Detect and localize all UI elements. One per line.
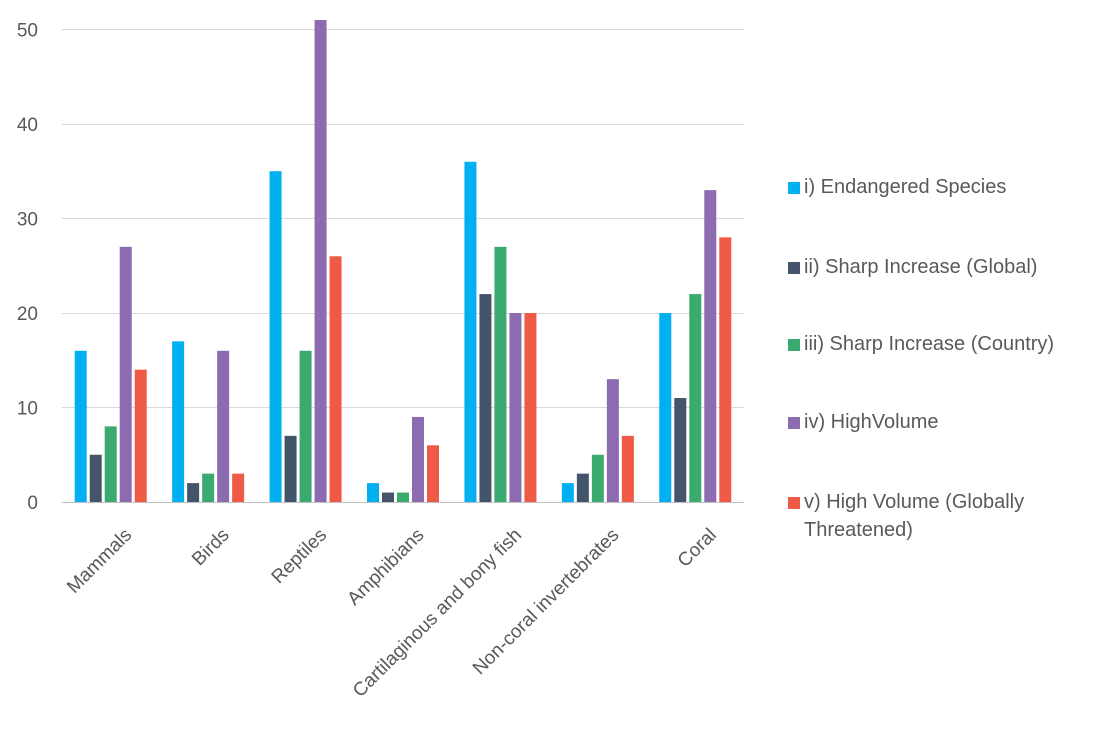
legend-label: ii) Sharp Increase (Global) [804,256,1038,278]
bar [329,256,342,502]
legend-item-high-volume-globally-threatened: v) High Volume (Globally Threatened) [784,488,1104,544]
bar [591,454,604,502]
bar [299,350,312,502]
bar [704,190,717,502]
legend-label: i) Endangered Species [804,176,1007,198]
legend-label: iv) HighVolume [804,411,939,433]
y-tick-label: 0 [27,493,38,514]
bar [659,312,672,502]
bar [524,312,537,502]
legend-item-endangered-species: i) Endangered Species [784,173,1104,201]
bar [621,435,634,502]
x-category-label: Amphibians [343,525,428,610]
bar [509,312,522,502]
bar [464,161,477,502]
legend-swatch [788,417,800,429]
bar [689,294,702,502]
y-tick-label: 20 [17,304,38,325]
bar [479,294,492,502]
y-tick-label: 50 [17,20,38,41]
bar [89,454,102,502]
bar [104,426,117,502]
y-tick-label: 10 [17,398,38,419]
gridlines [62,29,744,503]
x-axis-labels: Mammals Birds Reptiles AmphibiansCartilagin… [63,525,721,702]
y-tick-label: 30 [17,209,38,230]
bar [187,483,200,502]
bar [217,350,230,502]
x-category-label: Cartilaginous and bony fish [349,525,526,702]
bar [427,445,439,502]
legend-swatch [788,497,800,509]
bar [284,435,297,502]
x-category-label: Mammals [63,525,136,598]
legend-label: v) High Volume (Globally Threatened) [804,491,1025,541]
bar [606,379,619,502]
legend-item-sharp-increase-country: iii) Sharp Increase (Country) [784,330,1104,358]
legend-label: iii) Sharp Increase (Country) [804,333,1055,355]
x-category-label: Reptiles [268,525,331,588]
bar [397,492,409,502]
y-axis-ticks: 0 10 20 30 40 50 [17,20,38,514]
bar [232,473,245,502]
bar [172,341,185,502]
bar [74,350,87,502]
legend-swatch [788,262,800,274]
bar [119,246,132,502]
bar [674,398,687,502]
bar [382,492,394,502]
bar [719,237,732,502]
legend-swatch [788,339,800,351]
x-category-label: Coral [674,525,721,572]
bar [134,369,147,502]
bar [314,20,327,502]
bar [367,483,379,502]
bar [494,246,507,502]
bars [74,20,732,502]
legend-item-highvolume: iv) HighVolume [784,408,1104,436]
legend-item-sharp-increase-global: ii) Sharp Increase (Global) [784,253,1104,281]
x-category-label: Birds [188,525,233,570]
y-tick-label: 40 [17,115,38,136]
bar [561,483,574,502]
legend-swatch [788,182,800,194]
bar [269,171,282,502]
bar [412,416,424,502]
bar [576,473,589,502]
bar [202,473,215,502]
